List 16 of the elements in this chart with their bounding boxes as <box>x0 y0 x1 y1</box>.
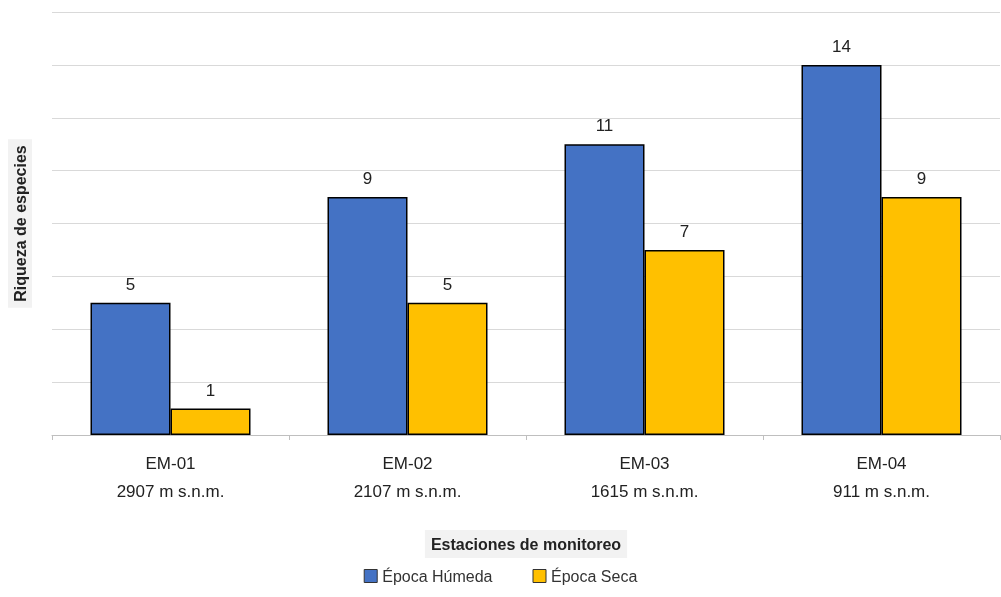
data-label: 9 <box>362 169 373 189</box>
data-label: 14 <box>832 36 851 56</box>
data-label: 7 <box>679 221 690 241</box>
y-axis-title: Riqueza de especies <box>11 145 29 302</box>
x-tick-label: EM-02 2107 m s.n.m. <box>353 453 462 501</box>
x-tick-label: EM-03 1615 m s.n.m. <box>590 453 699 501</box>
legend-label: Época Seca <box>551 566 638 585</box>
data-label: 9 <box>916 169 927 189</box>
x-tick-label: EM-01 2907 m s.n.m. <box>116 453 225 501</box>
data-label: 5 <box>442 274 453 294</box>
x-axis-title: Estaciones de monitoreo <box>430 535 622 553</box>
data-label: 1 <box>205 380 216 400</box>
legend-label: Época Húmeda <box>382 566 493 585</box>
data-label: 11 <box>595 116 614 136</box>
data-label: 5 <box>125 274 136 294</box>
x-tick-label: EM-04 911 m s.n.m. <box>833 453 930 501</box>
